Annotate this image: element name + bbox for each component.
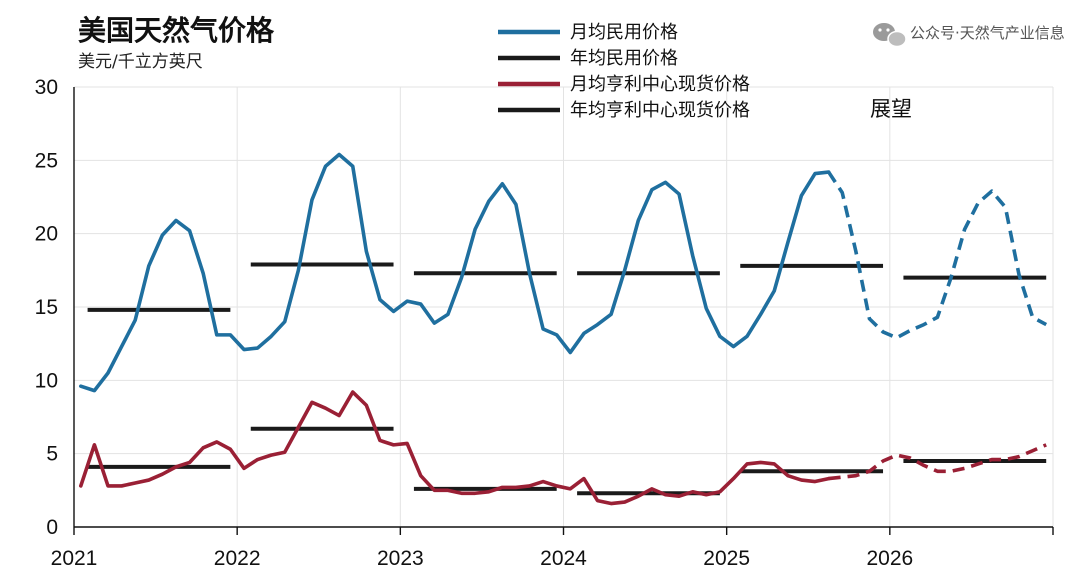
- chart-title: 美国天然气价格: [78, 14, 275, 47]
- chart-subtitle: 美元/千立方英尺: [78, 52, 203, 72]
- legend-label-2: 月均亨利中心现货价格: [570, 74, 750, 95]
- y-tick-label: 0: [46, 516, 58, 539]
- series-line-residential-history: [78, 152, 831, 393]
- y-tick-label: 25: [35, 149, 58, 172]
- y-tick-labels: 0 5 10 15 20 25 30: [35, 76, 58, 539]
- watermark-text: 公众号·天然气产业信息: [910, 24, 1065, 42]
- x-tick-label: 2022: [214, 547, 261, 570]
- grid: [74, 86, 1054, 527]
- annual-average-bars: [87, 262, 1047, 496]
- legend-label-1: 年均民用价格: [570, 48, 678, 69]
- legend-label-0: 月均民用价格: [570, 22, 678, 43]
- wechat-icon: [873, 23, 907, 48]
- series-line-residential-forecast: [827, 171, 1048, 340]
- forecast-label: 展望: [870, 97, 912, 121]
- y-tick-label: 30: [35, 76, 58, 99]
- y-tick-label: 15: [35, 296, 58, 319]
- y-tick-label: 5: [46, 443, 58, 466]
- x-tick-label: 2024: [540, 547, 587, 570]
- x-tick-label: 2025: [703, 547, 750, 570]
- axes: [73, 87, 1054, 535]
- series-lines: [78, 152, 1048, 506]
- y-tick-label: 10: [35, 369, 58, 392]
- series-line-henry-hub-history: [78, 390, 831, 506]
- y-tick-label: 20: [35, 223, 58, 246]
- x-tick-label: 2026: [866, 547, 913, 570]
- x-tick-labels: 2021 2022 2023 2024 2025 2026: [51, 547, 914, 570]
- x-tick-label: 2021: [51, 547, 98, 570]
- watermark: 公众号·天然气产业信息: [873, 23, 1065, 48]
- x-tick-label: 2023: [377, 547, 424, 570]
- legend-label-3: 年均亨利中心现货价格: [570, 100, 750, 121]
- series-line-henry-hub-forecast: [828, 443, 1047, 481]
